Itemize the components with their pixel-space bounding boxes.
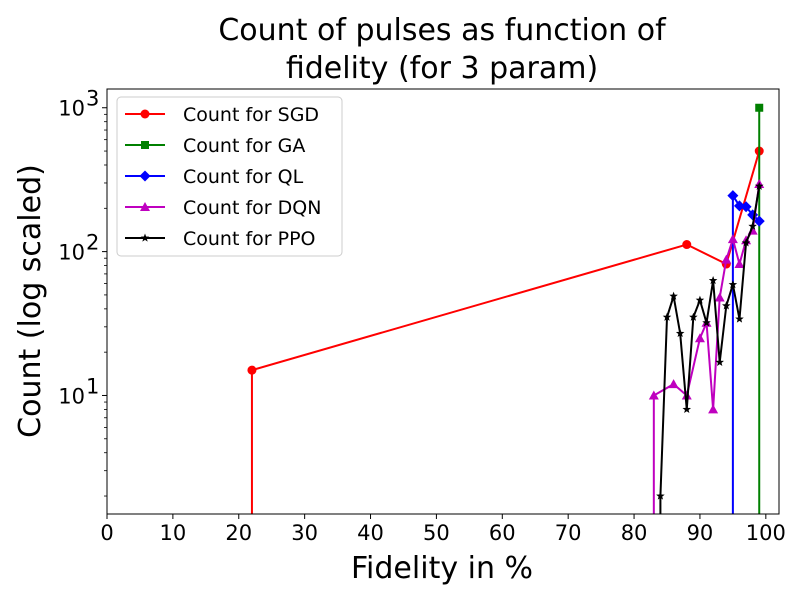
- data-point: [668, 379, 679, 389]
- legend-label: Count for QL: [183, 166, 304, 188]
- data-point: [754, 181, 764, 190]
- legend-label: Count for GA: [183, 135, 305, 157]
- data-point: [695, 295, 705, 304]
- data-point: [682, 240, 692, 250]
- x-axis-label: Fidelity in %: [351, 551, 533, 586]
- data-point: [675, 328, 685, 338]
- y-tick-label: 10: [58, 97, 85, 121]
- axes-frame: [106, 88, 780, 515]
- y-axis-label: Count (log scaled): [13, 164, 48, 438]
- data-point: [755, 103, 764, 112]
- legend: Count for SGD Count for GA Count for QL Cou…: [116, 96, 343, 257]
- series-count-for-ppo: [656, 181, 764, 514]
- chart-title-line-2: fidelity (for 3 param): [286, 51, 598, 86]
- data-point: [656, 491, 665, 500]
- legend-marker: [141, 141, 149, 149]
- data-point: [748, 221, 757, 230]
- data-point: [753, 215, 765, 227]
- legend-frame: [116, 96, 343, 257]
- data-point: [708, 404, 719, 414]
- data-point: [694, 333, 705, 343]
- data-point: [741, 238, 751, 247]
- x-tick-label: 20: [225, 521, 252, 545]
- data-point: [669, 291, 678, 300]
- x-tick-label: 70: [555, 521, 582, 545]
- x-tick-label: 60: [489, 521, 516, 545]
- data-point: [714, 292, 725, 302]
- data-point: [721, 254, 732, 264]
- legend-entry: Count for PPO: [125, 228, 316, 250]
- data-point: [727, 234, 738, 244]
- legend-marker: [139, 170, 151, 182]
- data-point: [722, 301, 731, 310]
- chart-title-line-1: Count of pulses as function of: [218, 13, 667, 48]
- legend-marker: [140, 109, 150, 119]
- data-point: [648, 390, 659, 400]
- legend-marker: [140, 233, 150, 242]
- series-count-for-dqn: [648, 179, 765, 514]
- series-layer: [247, 103, 765, 514]
- x-tick-label: 10: [160, 521, 187, 545]
- y-tick-label: 10: [58, 241, 85, 265]
- series-count-for-ga: [755, 103, 764, 514]
- x-tick-label: 50: [423, 521, 450, 545]
- legend-marker: [140, 202, 150, 211]
- data-point: [681, 390, 692, 400]
- data-point: [715, 357, 724, 366]
- legend-entry: Count for QL: [125, 166, 304, 188]
- y-tick-exponent: 3: [86, 87, 99, 111]
- y-tick-label: 10: [58, 384, 85, 408]
- data-point: [735, 314, 744, 323]
- x-tick-label: 90: [687, 521, 714, 545]
- x-tick-label: 0: [100, 521, 113, 545]
- legend-label: Count for SGD: [183, 104, 319, 126]
- x-tick-label: 40: [357, 521, 384, 545]
- data-point: [682, 404, 692, 414]
- data-point: [733, 200, 745, 212]
- y-tick-exponent: 2: [86, 231, 99, 255]
- data-point: [689, 312, 698, 321]
- x-tick-label: 100: [746, 521, 786, 545]
- legend-entry: Count for GA: [125, 135, 305, 157]
- data-point: [702, 318, 711, 327]
- x-tick-label: 80: [621, 521, 648, 545]
- data-point: [728, 280, 738, 289]
- legend-entry: Count for DQN: [125, 197, 321, 219]
- data-point: [727, 190, 739, 202]
- legend-entry: Count for SGD: [125, 104, 319, 126]
- x-tick-label: 30: [291, 521, 318, 545]
- data-point: [662, 312, 672, 321]
- y-tick-exponent: 1: [86, 374, 99, 398]
- legend-label: Count for PPO: [183, 228, 316, 250]
- data-point: [734, 259, 745, 269]
- data-point: [740, 201, 752, 213]
- data-point: [247, 365, 257, 375]
- legend-label: Count for DQN: [183, 197, 321, 219]
- series-count-for-sgd: [247, 146, 764, 514]
- data-point: [708, 275, 718, 285]
